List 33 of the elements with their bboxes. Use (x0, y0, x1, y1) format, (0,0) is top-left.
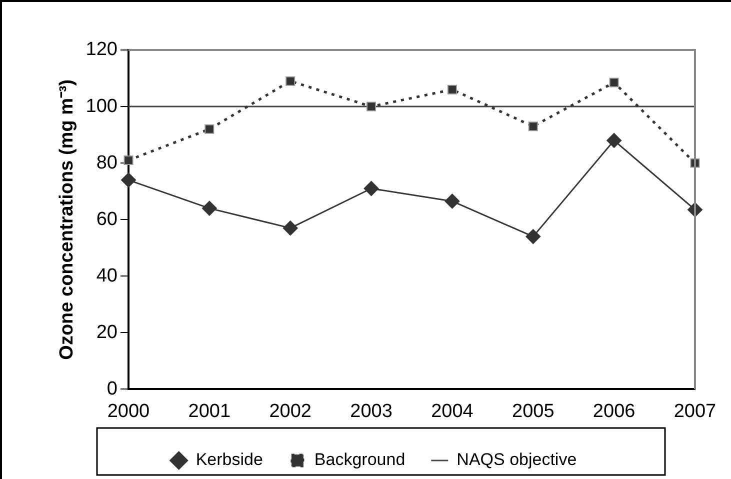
point (202, 200, 217, 216)
y-tick-label: 20 (96, 322, 118, 343)
x-tick-label: 2005 (512, 400, 554, 422)
point (204, 124, 214, 134)
y-axis-title: Ozone concentrations (mg m⁻³) (56, 79, 78, 360)
legend-label: Kerbside (196, 450, 263, 470)
y-tick-label: 80 (96, 152, 118, 174)
y-tick-label: 0 (106, 378, 118, 400)
point (121, 172, 136, 188)
point (606, 132, 622, 148)
y-tick-label: 60 (96, 208, 118, 230)
x-tick-label: 2000 (107, 400, 150, 422)
point (124, 156, 134, 165)
x-tick-label: 2002 (269, 400, 312, 422)
x-tick-label: 2007 (674, 400, 716, 422)
point (447, 84, 457, 94)
legend-label: NAQS objective (456, 450, 577, 470)
point (282, 220, 298, 236)
x-tick-label: 2006 (592, 400, 636, 422)
x-tick-label: 2004 (431, 400, 474, 422)
point (444, 194, 460, 209)
point (528, 122, 538, 132)
y-tick-label: 120 (86, 39, 118, 60)
point (366, 102, 376, 112)
point (609, 78, 619, 88)
point (526, 229, 541, 244)
point (286, 76, 296, 86)
x-tick-label: 2001 (188, 400, 231, 422)
y-tick-label: 100 (86, 96, 118, 117)
y-tick-label: 40 (96, 265, 118, 286)
x-tick-label: 2003 (350, 400, 392, 422)
point (364, 181, 379, 196)
legend-label: Background (314, 450, 406, 470)
